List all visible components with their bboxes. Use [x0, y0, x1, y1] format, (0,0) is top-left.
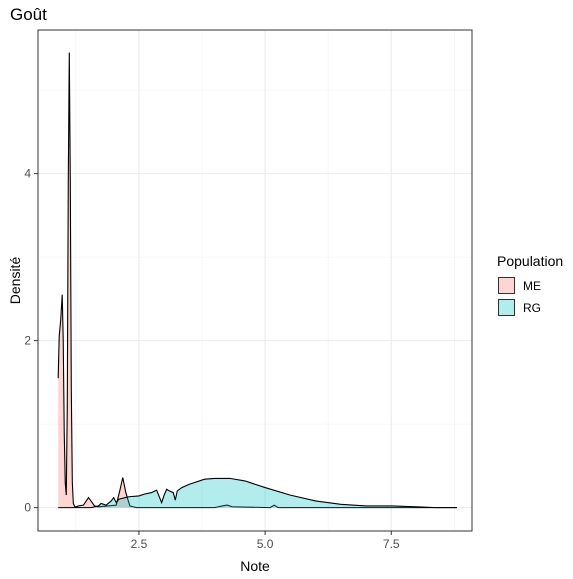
x-tick-label: 2.5: [131, 537, 148, 551]
density-line-RG: [58, 477, 457, 509]
y-tick-label: 2: [24, 334, 31, 348]
legend-label-ME: ME: [523, 279, 541, 293]
grid-lines: [38, 30, 472, 531]
density-areas: [37, 29, 473, 532]
legend-key-bg-RG: [498, 299, 515, 316]
x-axis-title: Note: [240, 558, 270, 574]
plot-panel: [37, 29, 473, 532]
x-tick-label: 5.0: [257, 537, 274, 551]
legend-key-RG: [498, 299, 515, 316]
legend-label-RG: RG: [523, 301, 541, 315]
y-axis-title: Densité: [7, 257, 23, 305]
y-tick-label: 4: [24, 167, 31, 181]
density-area-RG: [58, 478, 457, 508]
chart-title: Goût: [10, 5, 47, 24]
y-tick-label: 0: [24, 501, 31, 515]
legend-key-bg-ME: [498, 277, 515, 294]
legend-key-ME: [498, 277, 515, 294]
axis-ticks: 2.5 5.0 7.5 0 2 4: [24, 167, 400, 551]
legend-title: Population: [497, 253, 563, 269]
legend: Population ME RG: [497, 253, 563, 316]
x-tick-label: 7.5: [383, 537, 400, 551]
panel-border: [37, 29, 473, 532]
density-line-ME: [57, 52, 457, 509]
